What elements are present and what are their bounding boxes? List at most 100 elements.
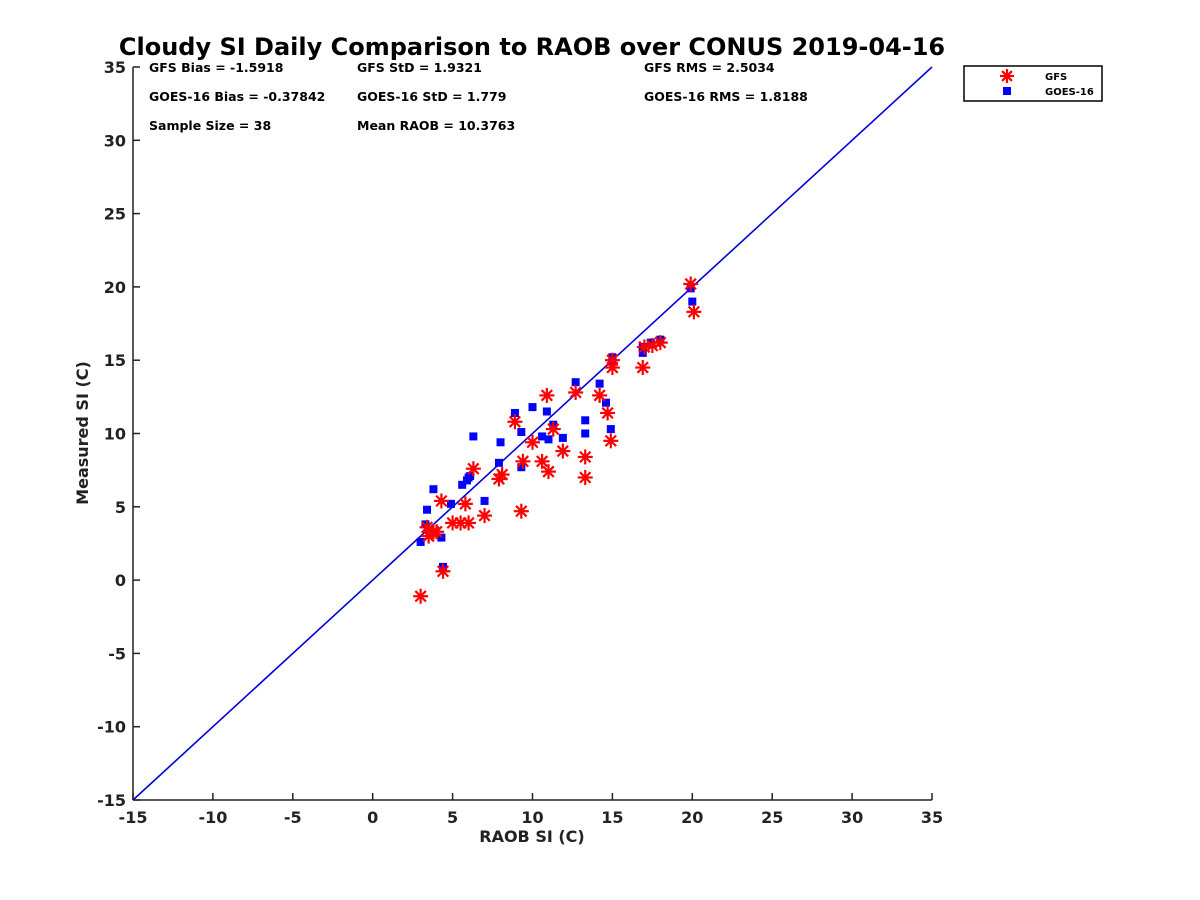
goes16-point (602, 398, 611, 407)
x-tick-label: 5 (447, 808, 458, 827)
goes16-point (544, 435, 553, 444)
goes16-point (542, 407, 551, 416)
gfs-point (457, 496, 473, 512)
gfs-point (534, 453, 550, 469)
goes16-point (558, 433, 567, 442)
gfs-point-stroke (496, 468, 509, 481)
stat-label: Sample Size = 38 (149, 118, 271, 133)
gfs-point (603, 433, 619, 449)
gfs-point-stroke (604, 434, 617, 447)
gfs-point-stroke (459, 497, 472, 510)
gfs-point (429, 524, 445, 540)
y-tick-label: 5 (115, 498, 126, 517)
goes16-point (480, 496, 489, 505)
gfs-point (683, 276, 699, 292)
gfs-point (433, 493, 449, 509)
gfs-point-stroke (593, 389, 606, 402)
goes16-point (510, 408, 519, 417)
gfs-point (600, 405, 616, 421)
gfs-point (635, 360, 651, 376)
gfs-point-stroke (467, 462, 480, 475)
goes16-point (581, 416, 590, 425)
gfs-point (577, 449, 593, 465)
gfs-point-stroke (516, 455, 529, 468)
x-axis-label: RAOB SI (C) (479, 827, 584, 846)
gfs-point-stroke (462, 516, 475, 530)
y-tick-label: 15 (104, 351, 126, 370)
gfs-point (465, 461, 481, 477)
x-tick-label: -15 (119, 808, 148, 827)
goes16-point (496, 438, 505, 447)
goes16-point (606, 425, 615, 434)
y-tick-label: -5 (108, 644, 126, 663)
gfs-point (555, 443, 571, 459)
gfs-point-stroke (579, 471, 592, 484)
legend-marker-gfs-stroke (1001, 70, 1013, 82)
stat-label: GOES-16 Bias = -0.37842 (149, 89, 325, 104)
gfs-point (435, 563, 451, 579)
stat-label: GOES-16 StD = 1.779 (357, 89, 506, 104)
goes16-point (416, 537, 425, 546)
gfs-point-stroke (540, 389, 553, 402)
gfs-point-stroke (638, 340, 651, 354)
stat-label: GFS Bias = -1.5918 (149, 60, 283, 75)
gfs-point (461, 515, 477, 531)
gfs-point-stroke (687, 305, 700, 318)
gfs-point-stroke (526, 436, 539, 449)
x-tick-label: 30 (841, 808, 863, 827)
gfs-point (525, 434, 540, 450)
legend-label: GFS (1045, 72, 1067, 83)
gfs-point (494, 467, 510, 483)
goes16-point (458, 480, 467, 489)
gfs-point-stroke (508, 415, 522, 428)
gfs-point-stroke (556, 445, 569, 458)
goes16-point (638, 348, 647, 357)
gfs-point (577, 469, 593, 485)
x-tick-label: 25 (761, 808, 783, 827)
x-tick-label: 10 (521, 808, 543, 827)
gfs-point-stroke (515, 505, 528, 518)
x-tick-label: 15 (601, 808, 623, 827)
gfs-point (545, 421, 561, 437)
gfs-point-stroke (654, 336, 667, 349)
gfs-point-stroke (536, 455, 549, 468)
gfs-point-stroke (542, 465, 555, 478)
goes16-point (494, 458, 503, 467)
goes16-point (517, 428, 526, 437)
x-tick-label: 20 (681, 808, 703, 827)
gfs-point-stroke (601, 406, 614, 420)
y-tick-label: 35 (104, 58, 126, 77)
gfs-point (513, 503, 529, 519)
gfs-point-stroke (435, 494, 448, 508)
gfs-point (477, 508, 493, 524)
goes16-point (571, 378, 580, 387)
y-axis-label: Measured SI (C) (73, 361, 92, 505)
goes16-point (581, 429, 590, 438)
legend-box (963, 65, 1103, 102)
goes16-point (437, 533, 446, 542)
gfs-point (413, 588, 429, 604)
gfs-point (540, 464, 556, 480)
y-tick-label: 25 (104, 205, 126, 224)
legend-label: GOES-16 (1045, 87, 1094, 98)
x-tick-label: -5 (284, 808, 302, 827)
chart-title: Cloudy SI Daily Comparison to RAOB over … (119, 33, 945, 61)
x-tick-label: 0 (367, 808, 378, 827)
stat-label: Mean RAOB = 10.3763 (357, 118, 515, 133)
y-tick-label: 20 (104, 278, 126, 297)
y-tick-label: 30 (104, 131, 126, 150)
stats-block: GFS Bias = -1.5918 GFS StD = 1.9321 GFS RM… (149, 60, 808, 133)
gfs-point-stroke (684, 277, 697, 291)
goes16-point (423, 505, 432, 514)
legend-marker-goes16 (1003, 87, 1011, 95)
one-to-one-line (132, 66, 933, 801)
legend: GFS GOES-16 (963, 65, 1103, 102)
gfs-point-stroke (579, 450, 592, 464)
stat-label: GOES-16 RMS = 1.8188 (644, 89, 808, 104)
goes16-point (595, 379, 604, 388)
gfs-point-stroke (547, 423, 560, 436)
goes16-point (464, 473, 473, 482)
goes16-point (528, 403, 537, 412)
gfs-point (652, 335, 668, 351)
x-ticks: -15 -10 -5 0 5 10 15 20 25 30 35 (119, 793, 943, 827)
